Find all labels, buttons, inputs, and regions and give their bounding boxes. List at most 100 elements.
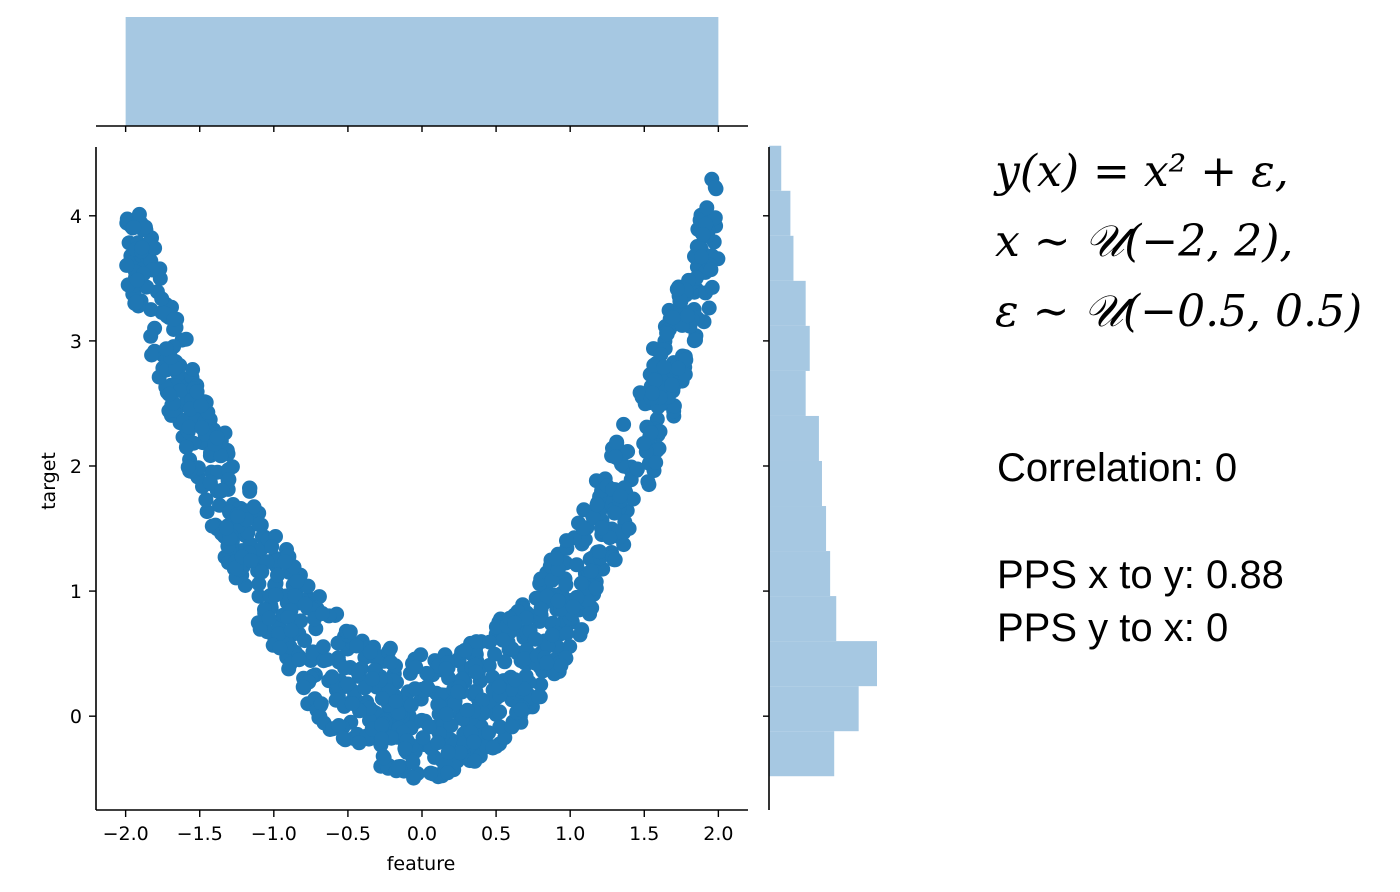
histogram-bar [769,415,819,461]
x-tick-label: −2.0 [103,823,149,845]
right-marginal-axis [763,147,770,810]
data-point [593,520,609,536]
data-point [158,341,174,357]
data-point [388,694,404,709]
data-point [562,639,578,654]
pps-x-to-y-text: PPS x to y: 0.88 [997,553,1284,597]
data-point [659,326,675,342]
data-point [612,488,628,504]
top-marginal-axis [96,125,748,132]
data-point [492,719,508,735]
data-point [695,227,711,242]
data-point [406,770,422,786]
data-point [648,455,664,470]
data-point [544,627,560,643]
data-point [609,435,625,451]
data-point [589,497,605,513]
data-point [550,593,566,609]
data-point [254,564,270,580]
x-tick-label: −1.0 [251,823,297,845]
histogram-bar [769,370,806,416]
data-point [688,332,703,348]
main-axes: −2.0 −1.5 −1.0 −0.5 0.0 0.5 1.0 1.5 2.0 0 1 2 3 4 [70,147,748,845]
data-point [181,419,197,435]
data-point [403,697,419,713]
data-point [701,300,717,316]
data-point [573,575,589,591]
histogram-bar [769,190,791,236]
data-point [134,240,150,256]
data-point [351,735,367,751]
data-point [297,596,313,612]
data-point [629,461,645,477]
data-point [242,483,258,499]
data-point [324,669,340,685]
data-point [261,610,277,626]
data-point [516,651,532,667]
data-point [194,420,210,436]
data-point [625,491,641,507]
data-point [632,385,648,401]
x-axis-label: feature [387,853,456,875]
data-point [314,606,330,621]
data-point [607,449,623,465]
data-point [699,200,715,216]
data-point [527,631,543,647]
data-point [419,665,435,681]
data-point [559,533,574,549]
data-point [185,362,201,377]
data-point [507,672,523,688]
data-point [457,642,473,658]
data-point [382,640,398,656]
data-point [295,679,311,695]
data-point [243,553,259,569]
x-tick-label: 1.0 [555,823,585,845]
data-point [335,730,351,746]
data-point [144,347,160,363]
data-point [544,573,560,588]
data-point [492,704,508,720]
data-point [349,638,364,654]
data-point [665,310,681,326]
data-point [131,206,147,222]
data-point [466,734,482,750]
data-point [315,639,331,655]
data-point [513,702,529,718]
data-point [583,563,599,579]
data-point [533,601,549,617]
x-tick-label: 2.0 [703,823,733,845]
data-point [413,647,429,663]
equation-line-2: x ~ 𝒰(−2, 2), [995,216,1294,267]
data-point [602,530,618,546]
data-point [487,646,503,662]
histogram-bar [769,641,877,687]
data-point [193,398,209,414]
data-point [362,644,378,660]
data-point [374,691,390,706]
data-point [202,474,218,490]
data-point [246,499,262,515]
y-axis-label: target [38,452,60,510]
data-point [656,359,672,375]
data-point [331,718,347,733]
data-point [293,613,309,629]
data-point [621,521,637,536]
data-point [126,220,142,235]
data-point [271,626,287,642]
data-point [620,444,636,459]
data-point [481,725,497,741]
histogram-bar [769,596,837,642]
histogram-bar [769,686,859,732]
x-tick-label: −0.5 [325,823,371,845]
data-point [647,372,663,388]
data-point [704,279,720,295]
data-point [533,677,549,693]
data-point [264,539,280,555]
equation-line-1: y(x) = x² + ε, [995,146,1289,197]
data-point [251,576,267,592]
data-point [350,663,365,679]
data-point [694,249,709,265]
data-point [319,652,335,668]
histogram-bar [769,235,794,281]
